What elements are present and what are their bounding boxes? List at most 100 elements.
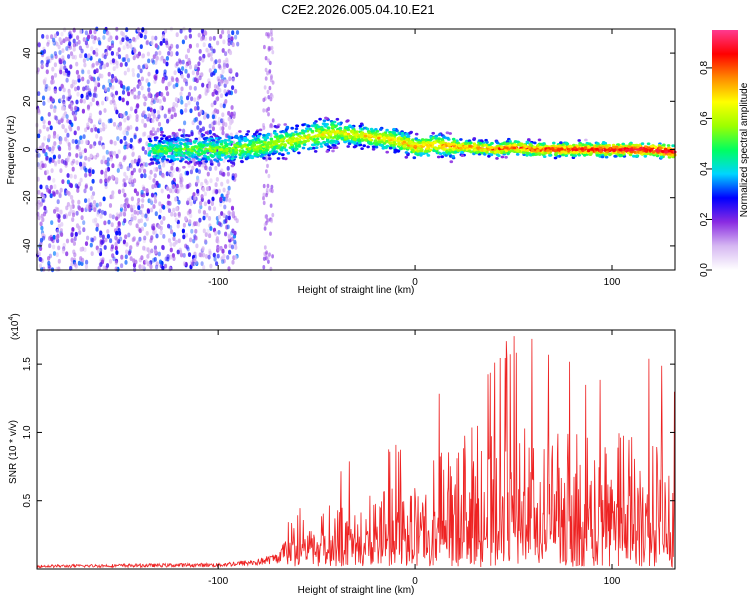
spectrogram-cell [74,105,78,111]
spectrogram-cell [309,137,313,140]
spectrogram-cell [196,178,200,184]
spectrogram-cell [182,222,186,228]
spectrogram-cell [108,213,112,219]
spectrogram-cell [198,75,202,81]
spectrogram-cell [172,232,176,237]
spectrogram-cell [139,44,143,49]
spectrogram-cell [179,142,183,146]
spectrogram-cell [195,43,200,48]
spectrogram-cell [122,211,127,217]
spectrogram-cell [446,142,451,146]
spectrogram-cell [290,126,295,130]
spectrogram-cell [210,102,214,108]
spectrogram-cell [556,148,561,152]
spectrogram-cell [198,49,202,54]
spectrogram-cell [158,259,163,265]
spectrogram-cell [238,153,242,157]
spectrogram-cell [267,173,271,179]
spectrogram-cell [354,133,359,137]
spectrogram-cell [170,114,174,120]
spectrogram-cell [217,230,221,235]
spectrogram-cell [170,211,174,217]
spectrogram-cell [331,143,336,147]
spectrogram-cell [263,245,267,250]
spectrogram-cell [155,180,159,186]
spectrogram-cell [153,173,157,179]
spectrogram-cell [504,155,508,159]
spectrogram-cell [123,112,127,117]
spectrogram-cell [400,137,404,141]
spectrogram-cell [515,153,520,156]
spectrogram-cell [201,28,205,34]
x-tick-label: 0 [412,576,418,587]
spectrogram-cell [59,69,63,75]
spectrogram-cell [58,58,63,64]
spectrogram-cell [60,118,64,123]
spectrogram-cell [115,177,119,183]
spectrogram-cell [145,78,149,84]
spectrogram-cell [226,154,231,158]
spectrogram-cell [159,105,163,111]
spectrogram-cell [149,107,153,113]
spectrogram-cell [201,35,205,41]
spectrogram-cell [227,215,231,221]
spectrogram-cell [417,141,421,144]
spectrogram-cell [101,209,105,215]
spectrogram-cell [133,158,137,164]
spectrogram-cell [267,95,271,100]
spectrogram-cell [228,125,232,130]
spectrogram-cell [162,234,166,239]
spectrogram-cell [68,152,72,157]
spectrogram-cell [161,33,166,39]
spectrogram-cell [162,139,166,143]
spectrogram-cell [84,184,88,190]
snr-y-axis-label: SNR (10 * v/v) [8,420,19,484]
spectrogram-cell [276,157,281,160]
spectrogram-cell [131,182,135,188]
spectrogram-cell [104,181,108,187]
spectrogram-cell [146,51,150,57]
spectrogram-cell [282,130,286,134]
spectrogram-cell [68,34,72,39]
spectrogram-cell [599,150,603,154]
spectrogram-cell [99,178,103,184]
spectrogram-cell [548,154,552,157]
spectrogram-cell [417,138,421,142]
spectrogram-cell [70,238,74,243]
spectrogram-cell [212,64,216,70]
spectrogram-cell [123,206,127,212]
spectrogram-cell [394,148,398,152]
spectrogram-cell [388,141,393,145]
spectrogram-cell [117,228,121,233]
spectrogram-cell [215,177,219,182]
spectrogram-cell [158,208,163,214]
spectrogram-cell [123,70,127,76]
spectrogram-cell [65,139,69,144]
spectrogram-cell [264,143,269,147]
spectrogram-cell [68,145,72,151]
spectrogram-cell [451,147,456,151]
spectrogram-cell [158,99,162,104]
spectrogram-cell [79,247,83,252]
spectrogram-cell [204,91,208,96]
spectrogram-cell [136,73,140,78]
spectrogram-cell [138,81,142,87]
spectrogram-cell [169,50,173,56]
spectrogram-cell [140,255,144,261]
spectrogram-cell [553,149,557,153]
spectrogram-cell [527,138,531,141]
spectrogram-cell [476,150,480,154]
spectrogram-cell [294,127,299,131]
spectrogram-cell [142,93,146,99]
spectrogram-cell [231,259,235,265]
spectrogram-cell [406,153,410,157]
spectrogram-cell [391,146,396,150]
spectrogram-cell [88,29,93,35]
spectrogram-cell [106,161,110,167]
spectrogram-cell [95,68,99,74]
spectrogram-cell [179,109,183,114]
spectrogram-cell [222,39,226,45]
spectrogram-cell [45,69,49,75]
spectrogram-cell [53,72,58,78]
spectrogram-cell [202,115,207,120]
